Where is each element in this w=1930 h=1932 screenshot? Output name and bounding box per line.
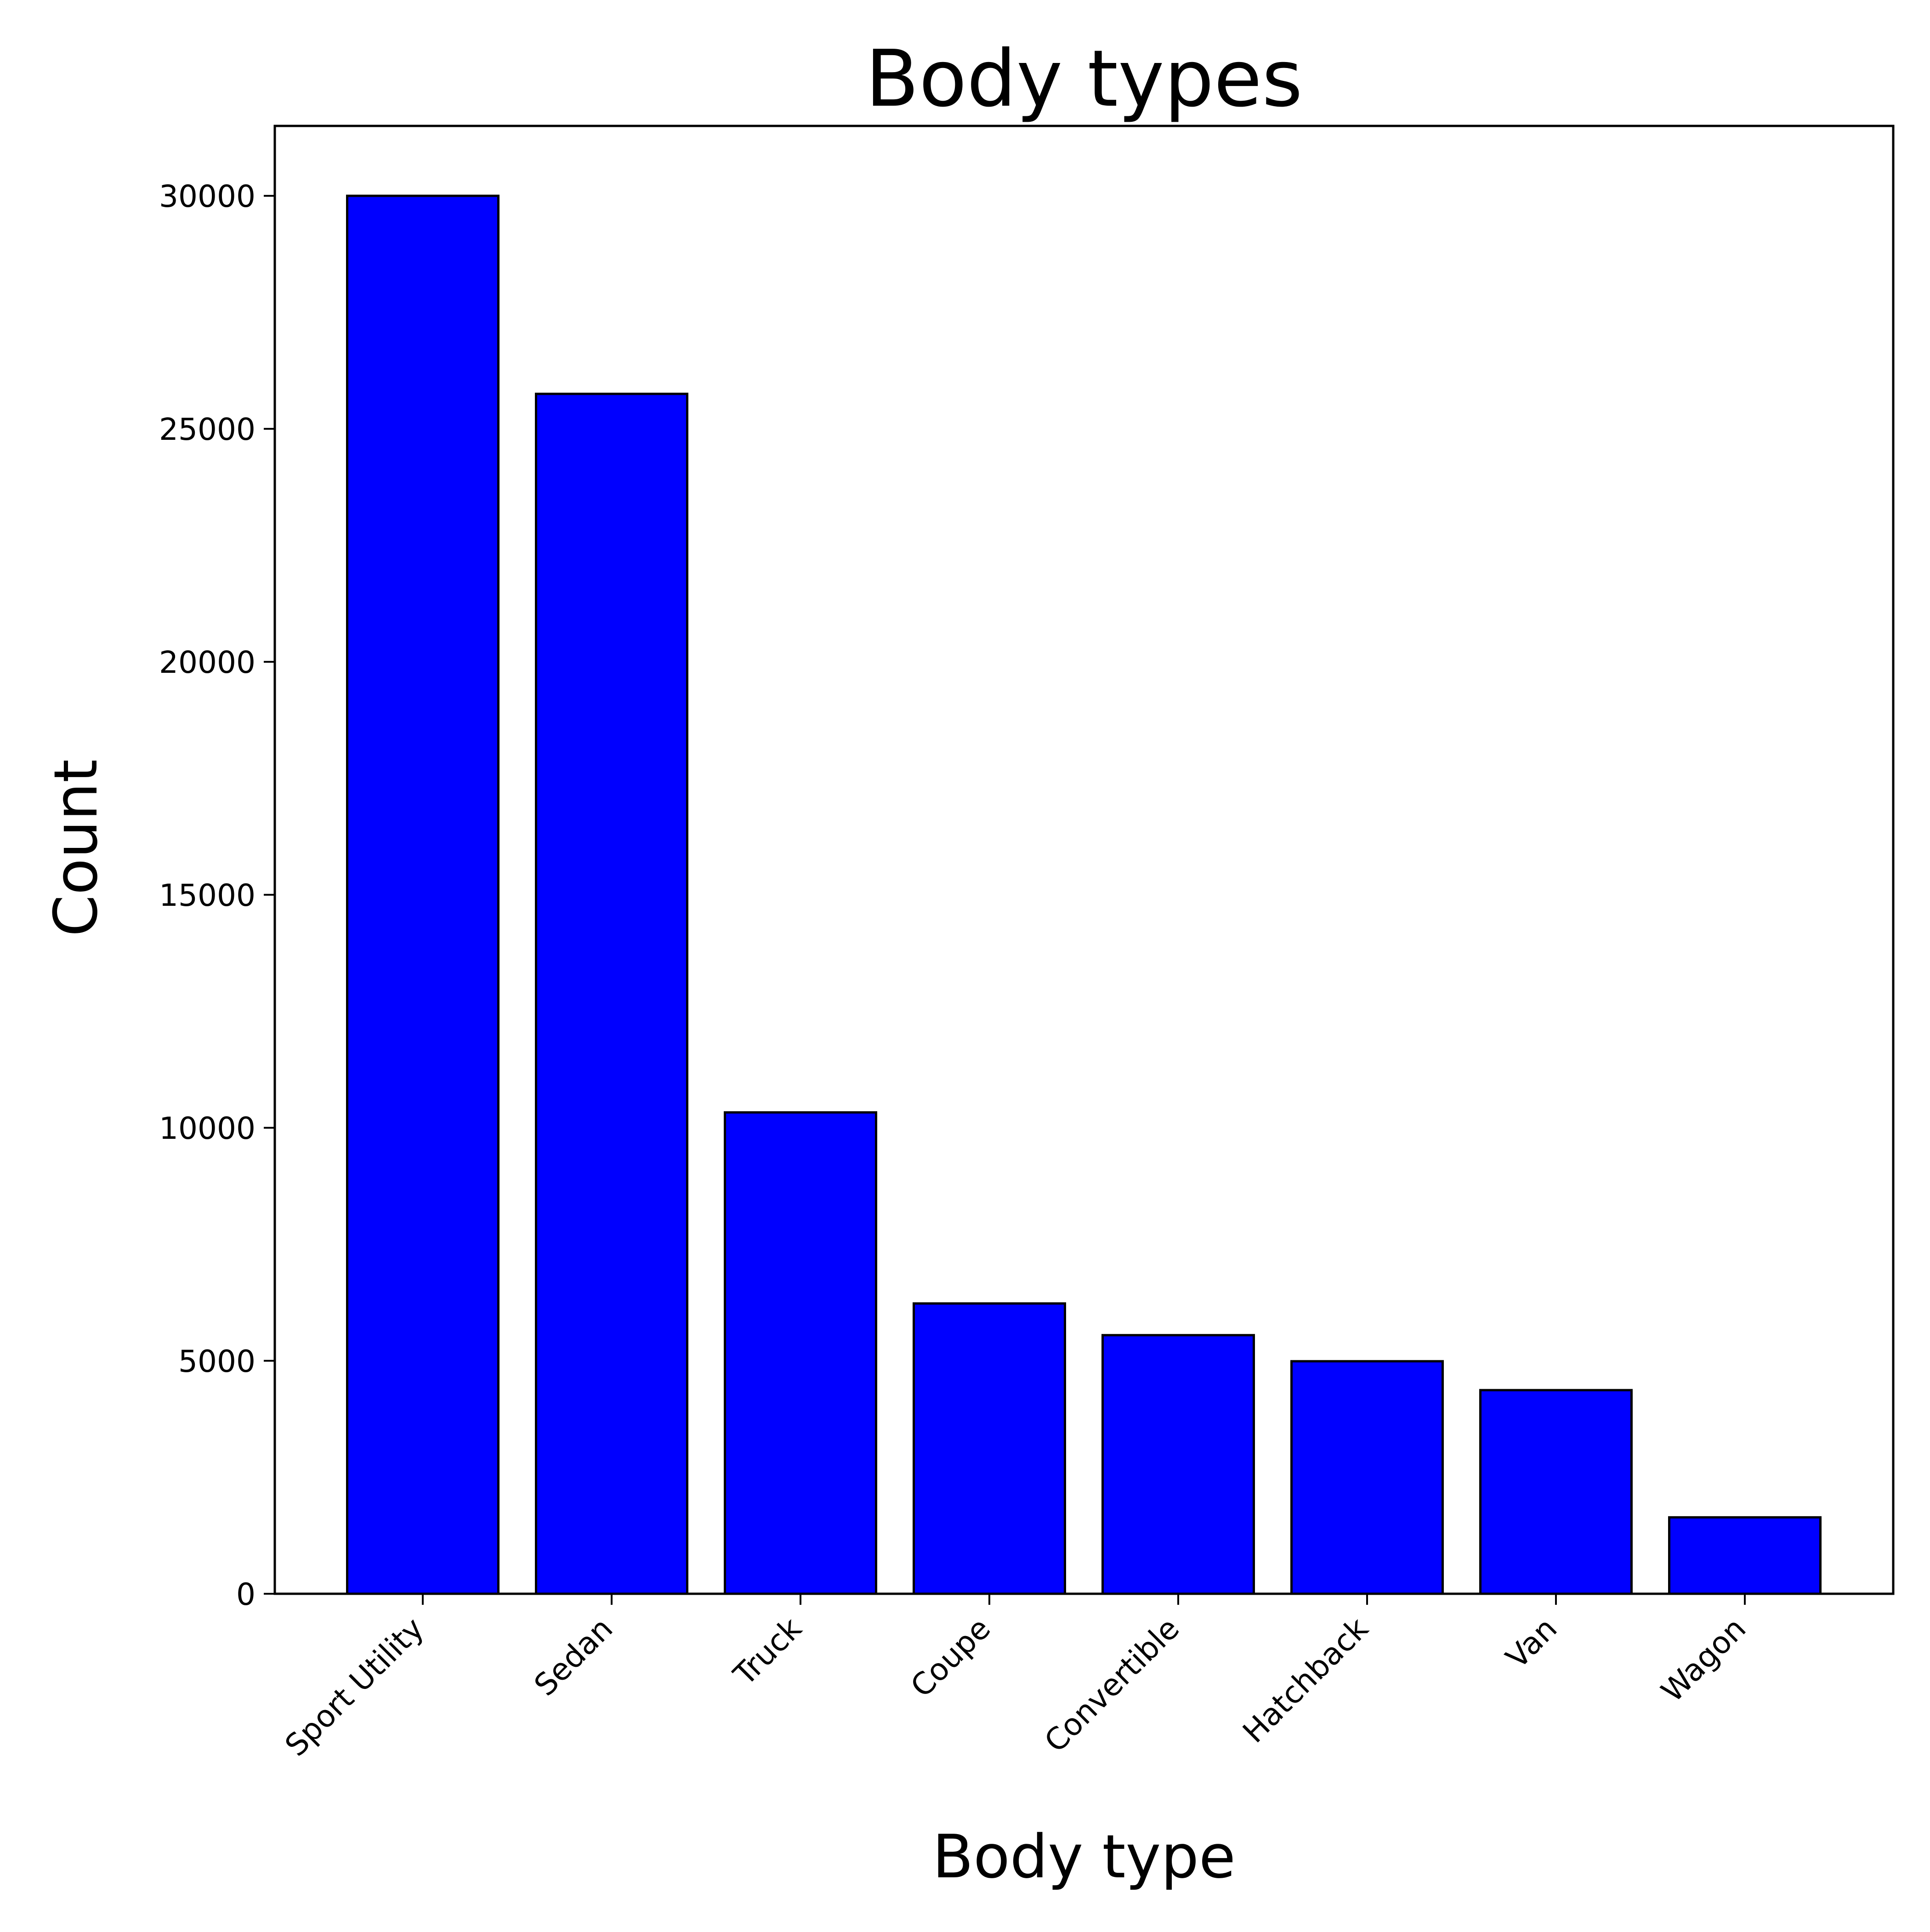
- bar-truck: [724, 1111, 877, 1595]
- bar-hatchback: [1290, 1360, 1444, 1595]
- bar-sedan: [535, 392, 688, 1595]
- bars: [346, 194, 1822, 1595]
- y-axis-label: Count: [41, 759, 111, 937]
- bar-van: [1479, 1389, 1633, 1595]
- plot-area-frame: [273, 125, 1895, 1595]
- bar-coupe: [913, 1302, 1066, 1595]
- y-tick-label: 15000: [159, 878, 255, 913]
- y-axis-ticks: 0 5000 10000 15000 20000 25000 30000: [159, 179, 275, 1612]
- bar-wagon: [1668, 1516, 1822, 1595]
- y-tick-label: 20000: [159, 645, 255, 680]
- bar-convertible: [1101, 1334, 1255, 1595]
- y-tick-label: 10000: [159, 1111, 255, 1146]
- y-tick-label: 30000: [159, 179, 255, 214]
- x-axis-label: Body type: [932, 1822, 1236, 1892]
- y-tick-label: 25000: [159, 412, 255, 447]
- bar-sport-utility: [346, 194, 500, 1595]
- chart-title: Body types: [865, 34, 1303, 125]
- y-tick-label: 0: [236, 1577, 255, 1612]
- y-tick-label: 5000: [178, 1344, 255, 1379]
